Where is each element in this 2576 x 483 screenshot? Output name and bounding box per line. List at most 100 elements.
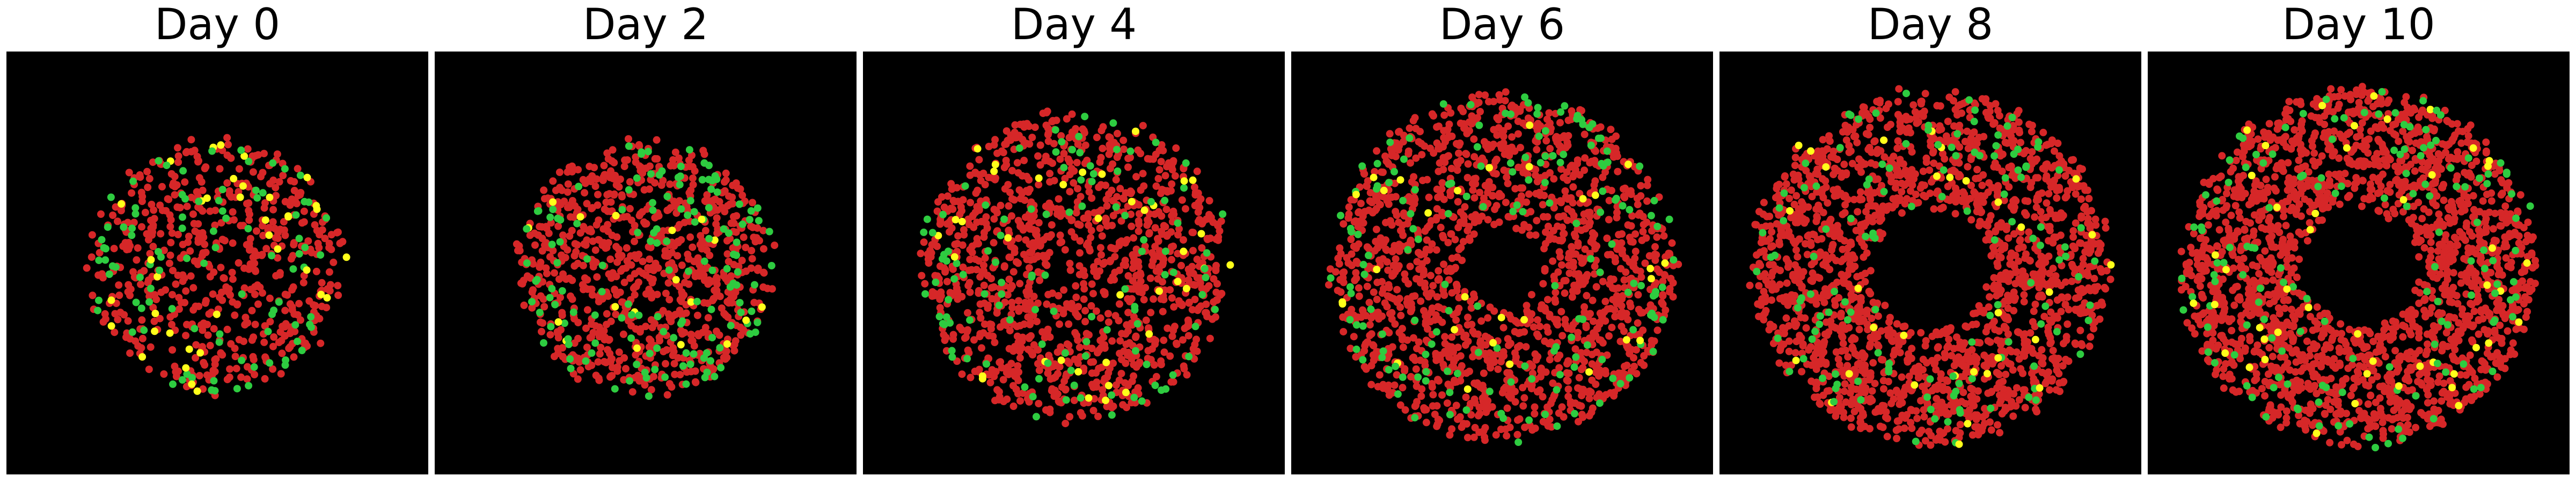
- cell-dot: [1616, 379, 1624, 387]
- cell-dot: [633, 254, 640, 262]
- cell-dot: [538, 223, 546, 231]
- cell-dot: [558, 309, 566, 317]
- cell-dot: [1457, 105, 1465, 112]
- cell-dot: [1469, 353, 1477, 361]
- cell-dot: [980, 261, 987, 269]
- cell-dot: [238, 356, 246, 364]
- cell-dot: [1411, 316, 1419, 324]
- cell-dot: [980, 320, 989, 328]
- cell-dot: [1667, 275, 1675, 282]
- cell-dot: [1001, 298, 1009, 306]
- cell-dot: [1550, 175, 1558, 183]
- cell-dot: [1099, 260, 1107, 268]
- cell-dot: [733, 212, 741, 220]
- cell-dot: [1109, 211, 1117, 219]
- cell-dot: [1578, 355, 1586, 363]
- cell-dot: [248, 152, 257, 160]
- cell-dot: [1399, 138, 1407, 146]
- cell-dot: [946, 228, 954, 236]
- cell-dot: [1623, 342, 1631, 350]
- cell-dot: [1133, 320, 1141, 328]
- cell-dot: [1096, 314, 1104, 322]
- cell-dot: [975, 257, 983, 265]
- cell-dot: [187, 136, 195, 144]
- cell-dot: [1523, 302, 1531, 310]
- cell-scatter-plot: [6, 52, 428, 474]
- cell-dot: [1388, 193, 1396, 201]
- cell-dot: [1448, 333, 1456, 341]
- cell-dot: [1174, 231, 1182, 239]
- cell-dot: [987, 325, 995, 333]
- cell-dot: [653, 290, 661, 298]
- cell-dot: [1406, 262, 1414, 270]
- cell-dot: [599, 225, 608, 233]
- cell-dot: [965, 279, 974, 287]
- cell-dot: [1014, 362, 1022, 370]
- cell-dot: [1327, 274, 1335, 282]
- cell-dot: [1467, 411, 1475, 419]
- cell-dot: [1653, 265, 1661, 273]
- cell-dot: [145, 365, 153, 374]
- cell-dot: [1035, 174, 1043, 182]
- cell-dot: [721, 208, 729, 216]
- cell-dot: [626, 274, 634, 282]
- cell-dot: [183, 320, 191, 328]
- cell-dot: [252, 186, 260, 194]
- cell-dot: [1175, 225, 1183, 233]
- cell-dot: [1027, 318, 1035, 326]
- cell-dot: [260, 338, 268, 346]
- cell-dot: [690, 350, 698, 358]
- cell-dot: [983, 360, 990, 368]
- cell-dot: [1417, 297, 1425, 305]
- cell-dot: [676, 306, 684, 314]
- cell-dot: [583, 255, 591, 263]
- cell-dot: [1391, 381, 1399, 389]
- cell-dot: [707, 197, 715, 205]
- cell-dot: [1065, 134, 1073, 142]
- cell-dot: [1419, 266, 1428, 274]
- cell-dot: [1016, 354, 1024, 362]
- cell-dot: [1518, 226, 1526, 234]
- cell-dot: [97, 210, 105, 218]
- cell-dot: [528, 304, 536, 312]
- cell-dot: [1499, 324, 1507, 332]
- cell-dot: [288, 303, 296, 311]
- cell-dot: [1436, 159, 1444, 167]
- cell-scatter-plot: [435, 52, 857, 474]
- cell-dot: [1074, 220, 1082, 228]
- cell-dot: [1638, 236, 1646, 244]
- cell-dot: [1108, 411, 1116, 419]
- cell-dot: [88, 231, 96, 239]
- cell-dot: [1085, 188, 1093, 196]
- cell-dot: [627, 334, 635, 342]
- cell-dot: [1542, 137, 1550, 145]
- cell-dot: [622, 264, 630, 272]
- cell-dot: [1847, 414, 1855, 422]
- cell-dot: [1344, 214, 1352, 222]
- cell-dot: [670, 334, 678, 342]
- cell-dot: [759, 226, 767, 235]
- cell-dot: [151, 310, 159, 318]
- cell-dot: [1009, 268, 1018, 276]
- cell-dot: [240, 284, 248, 292]
- cell-dot: [1019, 136, 1027, 143]
- cell-dot: [532, 277, 540, 285]
- cell-dot: [1407, 308, 1415, 316]
- cell-dot: [277, 370, 285, 378]
- cell-dot: [1476, 409, 1484, 418]
- cell-dot: [1423, 257, 1431, 265]
- cell-dot: [256, 283, 264, 291]
- cell-dot: [1102, 397, 1110, 404]
- cell-dot: [1161, 172, 1169, 180]
- cell-dot: [125, 239, 133, 247]
- cell-dot: [1407, 300, 1415, 308]
- cell-dot: [1325, 281, 1333, 289]
- cell-dot: [147, 343, 155, 351]
- cell-dot: [1035, 367, 1043, 375]
- cell-dot: [737, 331, 745, 339]
- cell-dot: [1042, 210, 1050, 218]
- cell-dot: [1590, 270, 1598, 278]
- cell-dot: [1639, 213, 1647, 221]
- cell-dot: [89, 291, 97, 299]
- cell-dot: [1653, 233, 1661, 241]
